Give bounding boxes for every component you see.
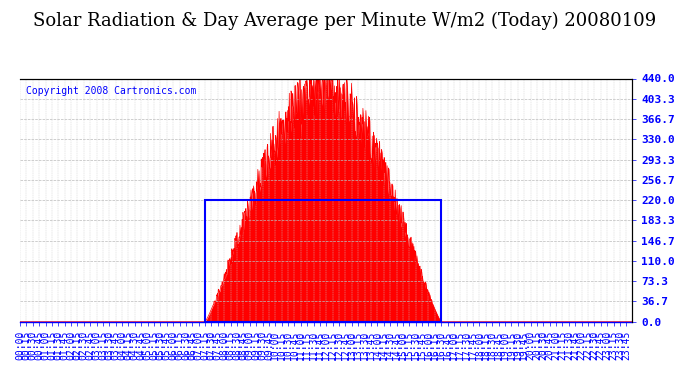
Text: Solar Radiation & Day Average per Minute W/m2 (Today) 20080109: Solar Radiation & Day Average per Minute… <box>33 11 657 30</box>
Text: Copyright 2008 Cartronics.com: Copyright 2008 Cartronics.com <box>26 86 197 96</box>
Bar <box>205 200 441 322</box>
